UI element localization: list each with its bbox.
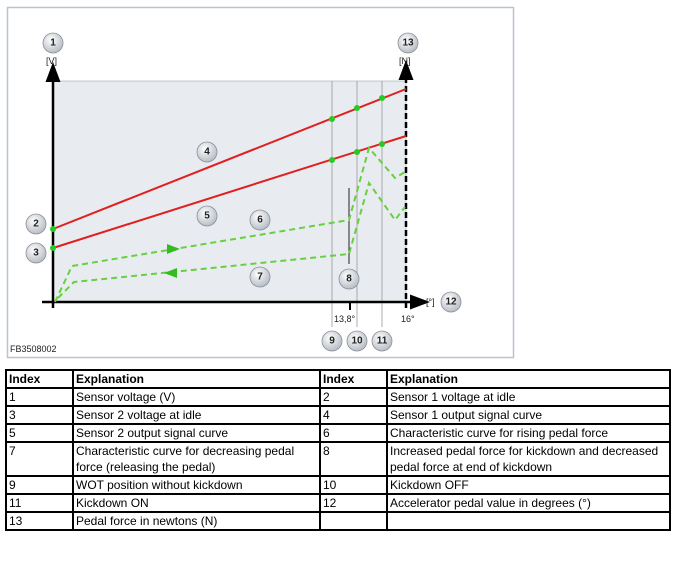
callout-badge-4: 4 bbox=[196, 141, 218, 163]
table-row: 7 Characteristic curve for decreasing ped… bbox=[5, 441, 671, 477]
callout-badge-5: 5 bbox=[196, 205, 218, 227]
badge-label: 6 bbox=[257, 215, 263, 226]
explanation-cell: Characteristic curve for decreasing peda… bbox=[72, 441, 321, 477]
tick-label-16: 16° bbox=[401, 314, 415, 324]
sensor1-curve bbox=[52, 88, 407, 230]
index-cell: 7 bbox=[5, 441, 74, 477]
badge-label: 7 bbox=[257, 272, 263, 283]
callout-badge-3: 3 bbox=[25, 242, 47, 264]
header-index: Index bbox=[5, 369, 74, 389]
callout-badge-10: 10 bbox=[346, 330, 368, 352]
arrow-right-icon bbox=[167, 244, 180, 254]
explanation-cell: Kickdown OFF bbox=[386, 475, 671, 495]
explanation-cell: WOT position without kickdown bbox=[72, 475, 321, 495]
callout-badge-13: 13 bbox=[397, 32, 419, 54]
badge-label: 11 bbox=[377, 336, 388, 347]
index-cell: 2 bbox=[319, 387, 388, 407]
index-cell: 4 bbox=[319, 405, 388, 425]
force-axis-unit: [N] bbox=[399, 56, 411, 66]
badge-label: 5 bbox=[204, 211, 210, 222]
index-cell: 1 bbox=[5, 387, 74, 407]
index-cell bbox=[319, 511, 388, 531]
table-header: Index Explanation Index Explanation bbox=[5, 369, 671, 389]
header-explanation: Explanation bbox=[386, 369, 671, 389]
decreasing-force-curve bbox=[57, 180, 406, 299]
figure-code: FB3508002 bbox=[10, 344, 57, 354]
badge-label: 3 bbox=[33, 248, 39, 259]
badge-label: 10 bbox=[351, 336, 363, 347]
index-cell: 9 bbox=[5, 475, 74, 495]
badge-label: 13 bbox=[402, 38, 414, 49]
explanation-cell: Kickdown ON bbox=[72, 493, 321, 513]
explanation-cell bbox=[386, 511, 671, 531]
callout-badge-9: 9 bbox=[321, 330, 343, 352]
curve-points bbox=[50, 95, 385, 251]
explanation-cell: Pedal force in newtons (N) bbox=[72, 511, 321, 531]
callout-badge-8: 8 bbox=[338, 268, 360, 290]
explanation-cell: Sensor 1 output signal curve bbox=[386, 405, 671, 425]
callout-badge-7: 7 bbox=[249, 266, 271, 288]
badge-label: 4 bbox=[204, 147, 210, 158]
index-cell: 8 bbox=[319, 441, 388, 477]
explanation-cell: Sensor 1 voltage at idle bbox=[386, 387, 671, 407]
index-cell: 3 bbox=[5, 405, 74, 425]
callout-badge-11: 11 bbox=[371, 330, 393, 352]
callout-badge-2: 2 bbox=[25, 213, 47, 235]
arrow-left-icon bbox=[164, 268, 177, 278]
explanation-cell: Characteristic curve for rising pedal fo… bbox=[386, 423, 671, 443]
index-cell: 5 bbox=[5, 423, 74, 443]
explanation-cell: Sensor voltage (V) bbox=[72, 387, 321, 407]
badge-label: 12 bbox=[445, 297, 457, 308]
explanation-cell: Increased pedal force for kickdown and d… bbox=[386, 441, 671, 477]
header-index: Index bbox=[319, 369, 388, 389]
table-row: 1 Sensor voltage (V) 2 Sensor 1 voltage at … bbox=[5, 387, 671, 407]
badge-label: 2 bbox=[33, 219, 39, 230]
table-row: 5 Sensor 2 output signal curve 6 Characteri… bbox=[5, 423, 671, 443]
table-row: 13 Pedal force in newtons (N) bbox=[5, 511, 671, 531]
index-cell: 12 bbox=[319, 493, 388, 513]
callout-badge-6: 6 bbox=[249, 209, 271, 231]
badge-label: 1 bbox=[50, 38, 56, 49]
explanation-cell: Sensor 2 voltage at idle bbox=[72, 405, 321, 425]
table-row: 11 Kickdown ON 12 Accelerator pedal value i… bbox=[5, 493, 671, 513]
callout-badge-12: 12 bbox=[440, 291, 462, 313]
tick-label-13-8: 13,8° bbox=[334, 314, 356, 324]
explanation-cell: Sensor 2 output signal curve bbox=[72, 423, 321, 443]
index-cell: 11 bbox=[5, 493, 74, 513]
index-cell: 13 bbox=[5, 511, 74, 531]
x-axis-unit: [°] bbox=[426, 297, 435, 307]
header-explanation: Explanation bbox=[72, 369, 321, 389]
badge-label: 9 bbox=[329, 336, 335, 347]
sensor2-curve bbox=[52, 135, 407, 249]
y-axis-unit: [V] bbox=[46, 56, 57, 66]
index-cell: 6 bbox=[319, 423, 388, 443]
explanation-cell: Accelerator pedal value in degrees (°) bbox=[386, 493, 671, 513]
table-row: 3 Sensor 2 voltage at idle 4 Sensor 1 outpu… bbox=[5, 405, 671, 425]
table-row: 9 WOT position without kickdown 10 Kickdown… bbox=[5, 475, 671, 495]
callout-badge-1: 1 bbox=[42, 32, 64, 54]
rising-force-curve bbox=[54, 145, 406, 303]
index-cell: 10 bbox=[319, 475, 388, 495]
legend-table: Index Explanation Index Explanation 1 Sen… bbox=[5, 369, 671, 531]
badge-label: 8 bbox=[346, 274, 352, 285]
